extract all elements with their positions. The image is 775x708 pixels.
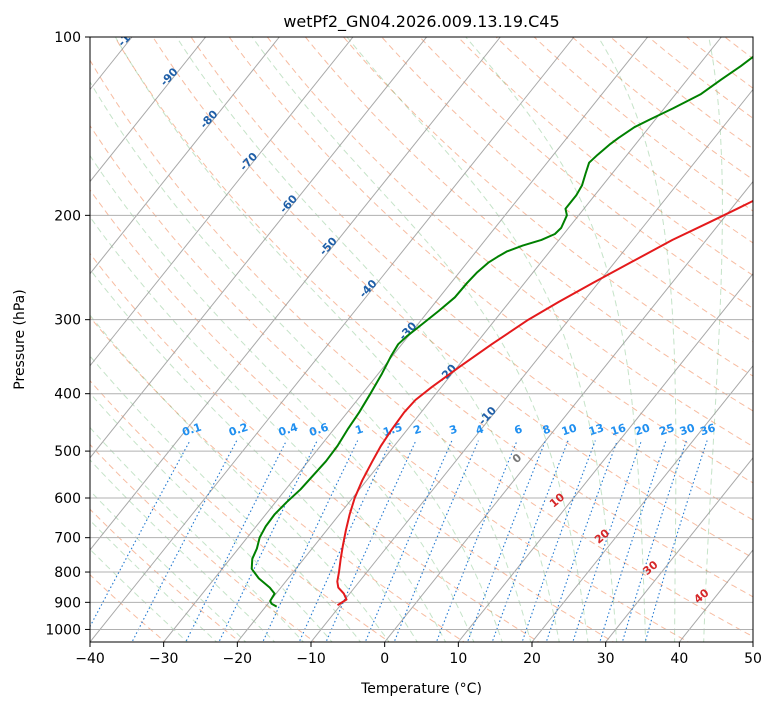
y-tick-label: 200 xyxy=(54,208,81,224)
mixing-ratio-label: 0.1 xyxy=(181,421,204,439)
mixing-ratio-line xyxy=(621,440,687,642)
y-axis-title: Pressure (hPa) xyxy=(12,289,28,389)
mixing-ratio-line xyxy=(131,440,238,642)
y-tick-label: 700 xyxy=(54,531,81,547)
y-axis: 100 200 300 400 500 600 700 800 900 1000 xyxy=(45,30,90,638)
chart-title: wetPf2_GN04.2026.009.13.19.C45 xyxy=(283,12,559,32)
isotherm-line xyxy=(236,37,722,642)
dry-adiabat xyxy=(114,37,753,598)
x-axis-title: Temperature (°C) xyxy=(360,681,482,697)
gridlines xyxy=(90,37,753,630)
isotherm-line xyxy=(163,37,649,642)
y-tick-label: 400 xyxy=(54,387,81,403)
plot-frame xyxy=(89,36,754,643)
mixing-ratio-label: 20 xyxy=(633,421,652,438)
x-tick-label: 20 xyxy=(523,651,541,667)
mixing-ratio-label: 36 xyxy=(699,421,718,438)
x-tick-label: −30 xyxy=(149,651,179,667)
isotherm-line xyxy=(90,37,280,275)
x-axis: −40 −30 −20 −10 0 10 20 30 40 50 xyxy=(75,642,762,667)
moist-adiabat xyxy=(90,459,276,642)
moist-adiabat xyxy=(90,426,305,642)
x-tick-label: 50 xyxy=(744,651,762,667)
x-tick-label: −40 xyxy=(75,651,105,667)
mixing-ratio-label: 2 xyxy=(412,422,423,437)
mixing-ratio-line xyxy=(393,440,479,642)
isotherm-line xyxy=(531,364,753,642)
dry-adiabat xyxy=(304,37,753,412)
y-tick-label: 500 xyxy=(54,444,81,460)
mixing-ratio-label: 10 xyxy=(560,421,579,438)
moist-adiabat xyxy=(90,154,475,642)
mixing-ratio-label: 25 xyxy=(658,421,677,438)
sounding-profiles xyxy=(250,55,753,608)
mixing-ratio-line xyxy=(262,440,359,642)
isotherm-line xyxy=(384,180,753,642)
dry-adiabat xyxy=(266,37,753,448)
y-tick-label: 100 xyxy=(54,30,81,46)
dry-adiabat xyxy=(419,37,753,309)
mixing-ratio-line xyxy=(572,440,643,642)
mixing-ratio-label: 3 xyxy=(448,422,459,437)
x-tick-label: −10 xyxy=(296,651,326,667)
dry-adiabat xyxy=(90,252,540,642)
mixing-ratio-label: 4 xyxy=(474,422,486,437)
isotherm-line xyxy=(90,37,575,642)
mixing-ratio-label: 0.4 xyxy=(277,421,300,439)
dry-adiabat xyxy=(228,37,753,484)
mixing-ratio-line xyxy=(90,440,191,628)
isotherm-line xyxy=(90,37,354,367)
dry-adiabat xyxy=(152,37,753,559)
x-tick-label: −20 xyxy=(223,651,253,667)
isotherm-line xyxy=(310,88,753,642)
x-tick-label: 0 xyxy=(380,651,389,667)
y-tick-label: 300 xyxy=(54,313,81,329)
x-tick-label: 40 xyxy=(670,651,688,667)
mixing-ratio-label: 8 xyxy=(541,422,552,437)
mixing-ratio-line xyxy=(364,440,453,642)
dry-adiabat xyxy=(90,443,316,642)
moist-adiabat xyxy=(90,216,447,642)
mixing-ratio-label: 30 xyxy=(678,421,697,438)
y-tick-label: 900 xyxy=(54,595,81,611)
isotherm-line xyxy=(90,37,501,551)
mixing-ratio-label: 0.2 xyxy=(227,421,250,439)
isotherm-line xyxy=(605,457,753,642)
y-tick-label: 1000 xyxy=(45,622,81,638)
mixing-ratio-label: 13 xyxy=(587,421,606,438)
temperature-profile-line xyxy=(336,199,753,607)
mixing-ratio-label: 0.6 xyxy=(307,421,330,439)
mixing-ratio-line xyxy=(435,440,518,642)
mixing-ratio-line xyxy=(599,440,667,642)
mixing-ratio-label: 1 xyxy=(353,422,364,437)
x-tick-label: 10 xyxy=(449,651,467,667)
y-tick-label: 800 xyxy=(54,565,81,581)
isotherm-line xyxy=(90,37,207,183)
x-tick-label: 30 xyxy=(597,651,615,667)
y-tick-label: 600 xyxy=(54,491,81,507)
mixing-ratio-label: 6 xyxy=(513,422,525,437)
dewpoint-profile-line xyxy=(250,55,753,608)
dry-adiabat xyxy=(90,59,753,638)
mixing-ratio-label: 16 xyxy=(609,421,628,438)
isotherm-line xyxy=(90,37,428,459)
dry-adiabat xyxy=(190,37,753,521)
isotherm-line xyxy=(457,272,753,642)
